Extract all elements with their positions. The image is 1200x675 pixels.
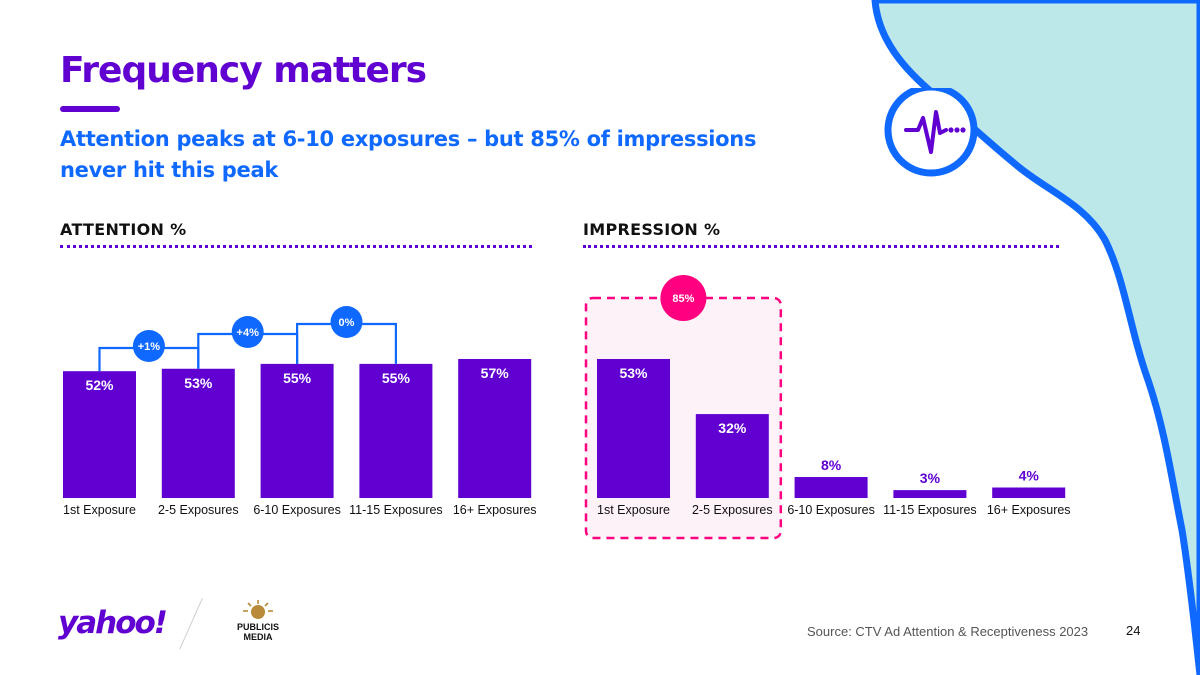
heartbeat-pulse-icon — [876, 83, 986, 178]
page-subtitle: Attention peaks at 6-10 exposures – but … — [60, 127, 757, 182]
impression-category-label: 6-10 Exposures — [787, 503, 875, 517]
impression-category-label: 11-15 Exposures — [883, 503, 977, 517]
page-number: 24 — [1126, 623, 1141, 638]
impression-section-label: IMPRESSION % — [583, 220, 721, 239]
impression-value-label: 8% — [821, 457, 842, 473]
impression-value-label: 4% — [1019, 468, 1040, 484]
attention-bar — [63, 371, 136, 498]
attention-category-label: 1st Exposure — [63, 503, 136, 517]
attention-bar — [260, 363, 334, 498]
attention-category-label: 2-5 Exposures — [158, 503, 239, 517]
attention-value-label: 57% — [481, 365, 510, 381]
publicis-media-logo: PUBLICIS MEDIA — [222, 600, 294, 642]
impression-bar — [893, 490, 967, 498]
publicis-media-wordmark: PUBLICIS MEDIA — [236, 622, 279, 642]
attention-value-label: 53% — [184, 375, 213, 391]
attention-change-label: 0% — [339, 317, 355, 329]
impression-highlight-label: 85% — [672, 293, 694, 305]
attention-change-label: +4% — [237, 327, 260, 339]
attention-bar — [359, 363, 433, 498]
impression-divider — [583, 245, 1059, 248]
attention-change-label: +1% — [138, 341, 161, 353]
yahoo-logo: yahoo! — [58, 605, 168, 641]
impression-bar — [695, 414, 769, 498]
attention-section-label: ATTENTION % — [60, 220, 187, 239]
impression-category-label: 1st Exposure — [597, 503, 670, 517]
impression-bar — [794, 477, 868, 498]
impression-highlight-badge — [660, 275, 707, 321]
attention-change-badge — [231, 316, 264, 348]
attention-category-label: 11-15 Exposures — [349, 503, 443, 517]
attention-change-badge — [330, 306, 363, 338]
attention-category-label: 16+ Exposures — [453, 503, 537, 517]
impression-bar — [597, 359, 670, 498]
attention-value-label: 52% — [85, 377, 114, 393]
page-title: Frequency matters — [60, 50, 427, 91]
impression-category-label: 2-5 Exposures — [692, 503, 773, 517]
impression-category-label: 16+ Exposures — [987, 503, 1071, 517]
attention-bar — [161, 368, 235, 498]
attention-value-label: 55% — [382, 370, 411, 386]
attention-category-label: 6-10 Exposures — [253, 503, 341, 517]
impression-bar — [992, 487, 1066, 498]
impression-value-label: 3% — [920, 470, 941, 486]
impression-value-label: 53% — [619, 365, 648, 381]
title-underline — [60, 106, 120, 112]
attention-divider — [60, 245, 532, 248]
attention-change-badge — [132, 330, 165, 362]
publicis-lion-icon — [243, 600, 273, 619]
source-note: Source: CTV Ad Attention & Receptiveness… — [807, 624, 1089, 639]
impression-value-label: 32% — [718, 420, 747, 436]
attention-value-label: 55% — [283, 370, 312, 386]
attention-bar — [458, 359, 532, 498]
